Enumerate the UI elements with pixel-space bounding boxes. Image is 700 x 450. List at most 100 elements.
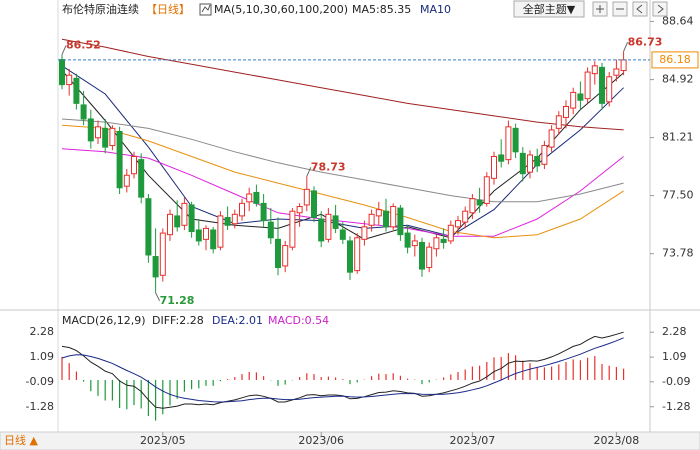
candle-body [591, 65, 598, 75]
candle-body [66, 74, 73, 86]
candle-body [519, 152, 526, 175]
annotation-leader [155, 292, 161, 302]
last-price-box [651, 51, 699, 69]
moving-average-line [61, 118, 624, 203]
pan-left-button[interactable] [632, 1, 648, 17]
pan-right-button[interactable] [652, 1, 668, 17]
candle-body [203, 227, 209, 240]
candle-body [440, 238, 447, 243]
y-tick-label: 73.78 [662, 247, 694, 260]
candle-body [275, 238, 281, 268]
zoom-in-glyph [596, 5, 604, 13]
dif-legend: DIFF:2.28 [152, 314, 204, 327]
moving-average-line [61, 124, 624, 239]
candle-body [541, 145, 548, 165]
bottom-bar [0, 431, 700, 450]
candle-body [491, 156, 497, 179]
annotation-label: 86.73 [628, 35, 663, 48]
candle-body [390, 206, 397, 228]
candle-body [548, 129, 555, 148]
candle-body [174, 215, 181, 228]
candle-body [606, 76, 613, 103]
candle-body [563, 105, 569, 118]
candle-body [419, 241, 425, 270]
candle-body [361, 226, 368, 240]
y-tick-label-left: 2.28 [30, 325, 55, 338]
annotation-label: 86.52 [66, 39, 101, 52]
candle-body [102, 127, 109, 148]
y-tick-label: 81.21 [662, 131, 694, 144]
ma5-legend: MA5:85.35 [352, 3, 411, 16]
candle-body [476, 199, 483, 206]
period-label: 【日线】 [146, 2, 190, 16]
candle-body [131, 156, 137, 175]
candle-body [289, 210, 296, 248]
candle-body [231, 213, 238, 225]
candle-body [433, 237, 440, 250]
theme-button-label[interactable]: 全部主题▼ [523, 2, 576, 16]
candle-body [397, 207, 404, 236]
annotation-leader [306, 167, 312, 177]
candle-body [339, 229, 346, 240]
ma-icon-glyph [201, 4, 211, 13]
macd-legend: MACD:0.54 [268, 314, 329, 327]
candle-body [80, 104, 87, 120]
candle-body [59, 59, 65, 86]
x-tick-label: 2023/08 [594, 434, 640, 447]
candle-body [455, 220, 461, 228]
candle-body [138, 159, 145, 198]
ma-icon [199, 3, 212, 16]
candle-body [159, 232, 166, 276]
candle-body [534, 156, 541, 167]
candle-body [404, 232, 411, 248]
candle-body [311, 190, 317, 218]
candle-body [167, 213, 173, 236]
candle-body [152, 256, 159, 278]
candle-body [354, 237, 361, 272]
x-tick-label: 2023/05 [140, 434, 186, 447]
pan-left-glyph [636, 4, 643, 14]
pan-right-glyph [657, 4, 664, 14]
candle-body [483, 176, 490, 204]
macd-line [61, 337, 624, 403]
candle-body [296, 206, 303, 214]
period-switch[interactable]: 日线 ▲ [4, 433, 38, 447]
candle-body [188, 204, 195, 233]
candle-body [584, 71, 591, 100]
candle-body [123, 174, 130, 187]
candle-body [246, 193, 253, 203]
candle-body [555, 115, 562, 129]
moving-average-line [61, 148, 624, 237]
macd-title: MACD(26,12,9) [62, 314, 146, 327]
candle-body [505, 126, 512, 161]
candle-body [527, 154, 533, 173]
candle-body [210, 229, 217, 250]
theme-button[interactable] [513, 0, 585, 18]
candle-body [426, 246, 433, 268]
y-tick-label: 1.09 [662, 350, 687, 363]
x-tick-label: 2023/06 [298, 434, 344, 447]
y-tick-label: 2.28 [662, 325, 687, 338]
candle-body [95, 126, 101, 139]
candle-body [217, 215, 224, 248]
candle-body [239, 202, 245, 217]
candle-body [181, 202, 188, 226]
candle-body [87, 118, 94, 142]
candle-body [375, 209, 382, 217]
candle-body [498, 154, 505, 162]
y-tick-label-left: 1.09 [30, 350, 55, 363]
candle-body [116, 130, 123, 189]
candle-body [368, 213, 375, 226]
candle-body [469, 198, 476, 214]
candle-body [383, 210, 389, 228]
candle-body [347, 240, 353, 273]
candle-body [260, 202, 267, 222]
x-tick-label: 2023/07 [450, 434, 496, 447]
candle-body [145, 198, 152, 256]
y-tick-label: -1.28 [662, 400, 690, 413]
candle-body [325, 213, 332, 240]
y-tick-label-left: -1.28 [26, 400, 54, 413]
ma10-legend: MA10 [420, 3, 451, 16]
